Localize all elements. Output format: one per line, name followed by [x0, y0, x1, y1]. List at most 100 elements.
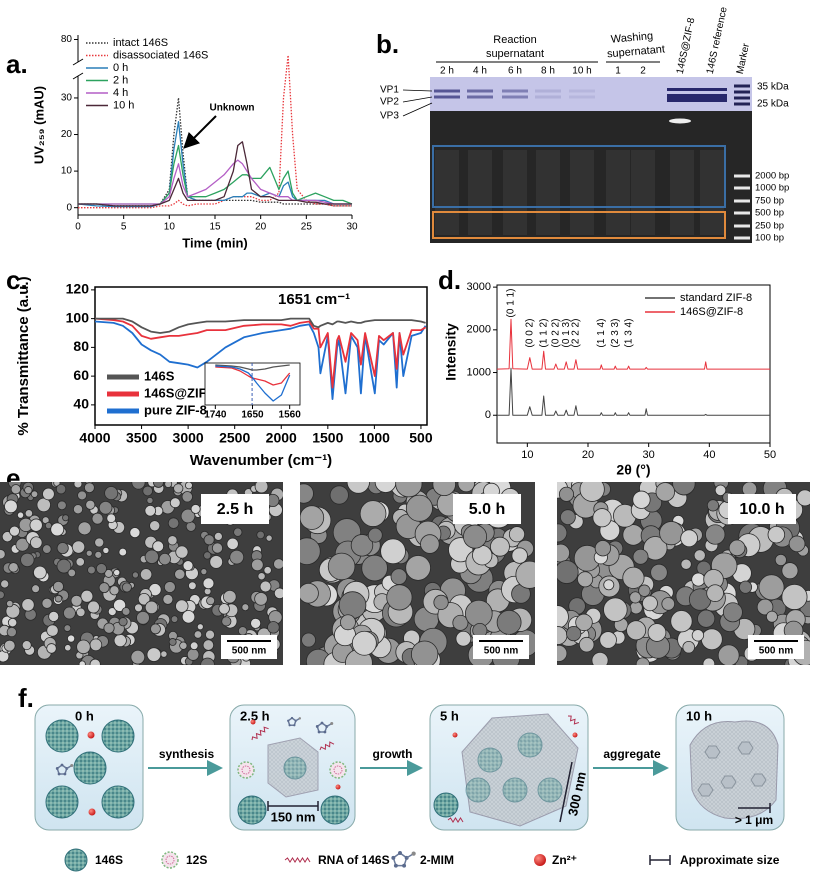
- x-tick-label: 20: [582, 449, 594, 461]
- sem-grain: [756, 598, 774, 616]
- sem-grain: [643, 536, 668, 561]
- y-tick-label: 3000: [467, 281, 491, 293]
- marker-band: [734, 102, 750, 106]
- sem-grain: [340, 614, 356, 631]
- data-line: [496, 318, 770, 370]
- sem-grain: [722, 602, 743, 623]
- sem-grain: [84, 482, 95, 494]
- sem-grain: [118, 617, 128, 627]
- sem-grain: [64, 644, 72, 652]
- sem-grain: [78, 660, 86, 665]
- sem-grain: [113, 569, 121, 577]
- protein-label: VP1: [380, 85, 399, 96]
- sem-grain: [241, 603, 250, 612]
- virus-146s: [64, 848, 88, 872]
- sem-grain: [104, 569, 113, 578]
- dna-marker-band: [734, 186, 750, 190]
- y-axis-label: UV₂₅₉ (mAU): [31, 86, 46, 164]
- sem-grain: [54, 594, 63, 603]
- sem-grain: [180, 508, 196, 524]
- sem-grain: [629, 591, 642, 604]
- sem-grain: [405, 494, 433, 522]
- kda-label: 35 kDa: [757, 82, 789, 93]
- sem-grain: [557, 543, 570, 563]
- sem-grain: [0, 579, 10, 589]
- sem-grain: [455, 630, 472, 647]
- lane-label: 1: [615, 66, 621, 77]
- x-tick-label: 2500: [219, 430, 250, 446]
- sem-grain: [359, 500, 387, 527]
- data-line: [78, 144, 353, 205]
- sem-grain: [463, 524, 488, 549]
- protein-pointer: [402, 96, 433, 103]
- sem-grain: [87, 600, 100, 614]
- sem-grain: [374, 482, 397, 493]
- x-tick-label: 25: [301, 222, 313, 233]
- sem-grain: [167, 517, 180, 529]
- sem-grain: [579, 482, 605, 502]
- sem-grain: [181, 491, 193, 503]
- mim-atom: [57, 772, 61, 776]
- legend-label: 146S: [144, 368, 175, 383]
- peak-label: (0 2 2): [550, 319, 561, 348]
- marker-band: [734, 90, 750, 94]
- gel-header: supernatant: [607, 43, 666, 60]
- subunit-12s-core: [333, 765, 343, 775]
- sem-grain: [405, 555, 431, 581]
- data-line: [77, 121, 352, 208]
- sem-grain: [697, 609, 716, 628]
- sem-grain: [632, 490, 651, 509]
- dna-marker-band: [734, 199, 750, 203]
- virus-146s: [45, 785, 79, 819]
- sem-grain: [781, 583, 808, 610]
- y-axis-label: Intensity: [443, 323, 459, 381]
- sem-grain: [102, 546, 110, 554]
- sem-grain: [672, 482, 696, 496]
- data-line: [78, 97, 352, 207]
- sem-grain: [29, 536, 43, 549]
- mim-atom: [323, 730, 327, 734]
- sem-grain: [29, 518, 43, 532]
- peak-label: (1 3 4): [623, 319, 634, 348]
- dna-marker-band: [734, 236, 750, 240]
- sem-grain: [594, 540, 612, 557]
- protein-band: [434, 89, 460, 93]
- sem-grain: [55, 483, 67, 495]
- x-tick-label: 500: [409, 430, 433, 446]
- sem-grain: [267, 621, 280, 634]
- sem-grain: [560, 509, 576, 526]
- chart: 10 20 30 40 50 0 1000 2000 3000 2θ (°) Intensity st…: [443, 281, 776, 478]
- mim-atom: [398, 851, 402, 855]
- x-tick-label: 10: [164, 222, 176, 233]
- sem-grain: [46, 643, 57, 654]
- sem-grain: [728, 539, 746, 557]
- sem-grain: [603, 597, 628, 622]
- sem-grain: [41, 597, 53, 609]
- mim-atom: [298, 717, 302, 720]
- legend-label: standard ZIF-8: [680, 292, 752, 304]
- lane-label: 4 h: [473, 66, 487, 77]
- sem-grain: [162, 593, 174, 605]
- sem-grain: [661, 597, 676, 611]
- sem-grain: [24, 509, 34, 518]
- sem-grain: [146, 496, 154, 504]
- sem-grain: [300, 483, 314, 504]
- scheme-legend-label: RNA of 146S: [318, 853, 390, 867]
- step-label: synthesis: [159, 747, 215, 761]
- sem-grain: [56, 542, 69, 555]
- sem-grain: [137, 592, 151, 606]
- sem-grain: [189, 641, 199, 651]
- sem-grain: [6, 599, 14, 608]
- sem-grain: [203, 534, 215, 546]
- sem-grain: [3, 639, 16, 652]
- x-axis-label: Time (min): [182, 235, 248, 250]
- panel-label: c.: [6, 265, 28, 295]
- virus-146s: [502, 777, 528, 803]
- sem-grain: [327, 552, 356, 581]
- sem-grain: [67, 634, 76, 643]
- stage-time: 0 h: [75, 708, 94, 723]
- sem-grain: [103, 622, 115, 634]
- lane-label: 2 h: [440, 66, 454, 77]
- sem-grain: [591, 651, 609, 665]
- data-line: [95, 317, 426, 334]
